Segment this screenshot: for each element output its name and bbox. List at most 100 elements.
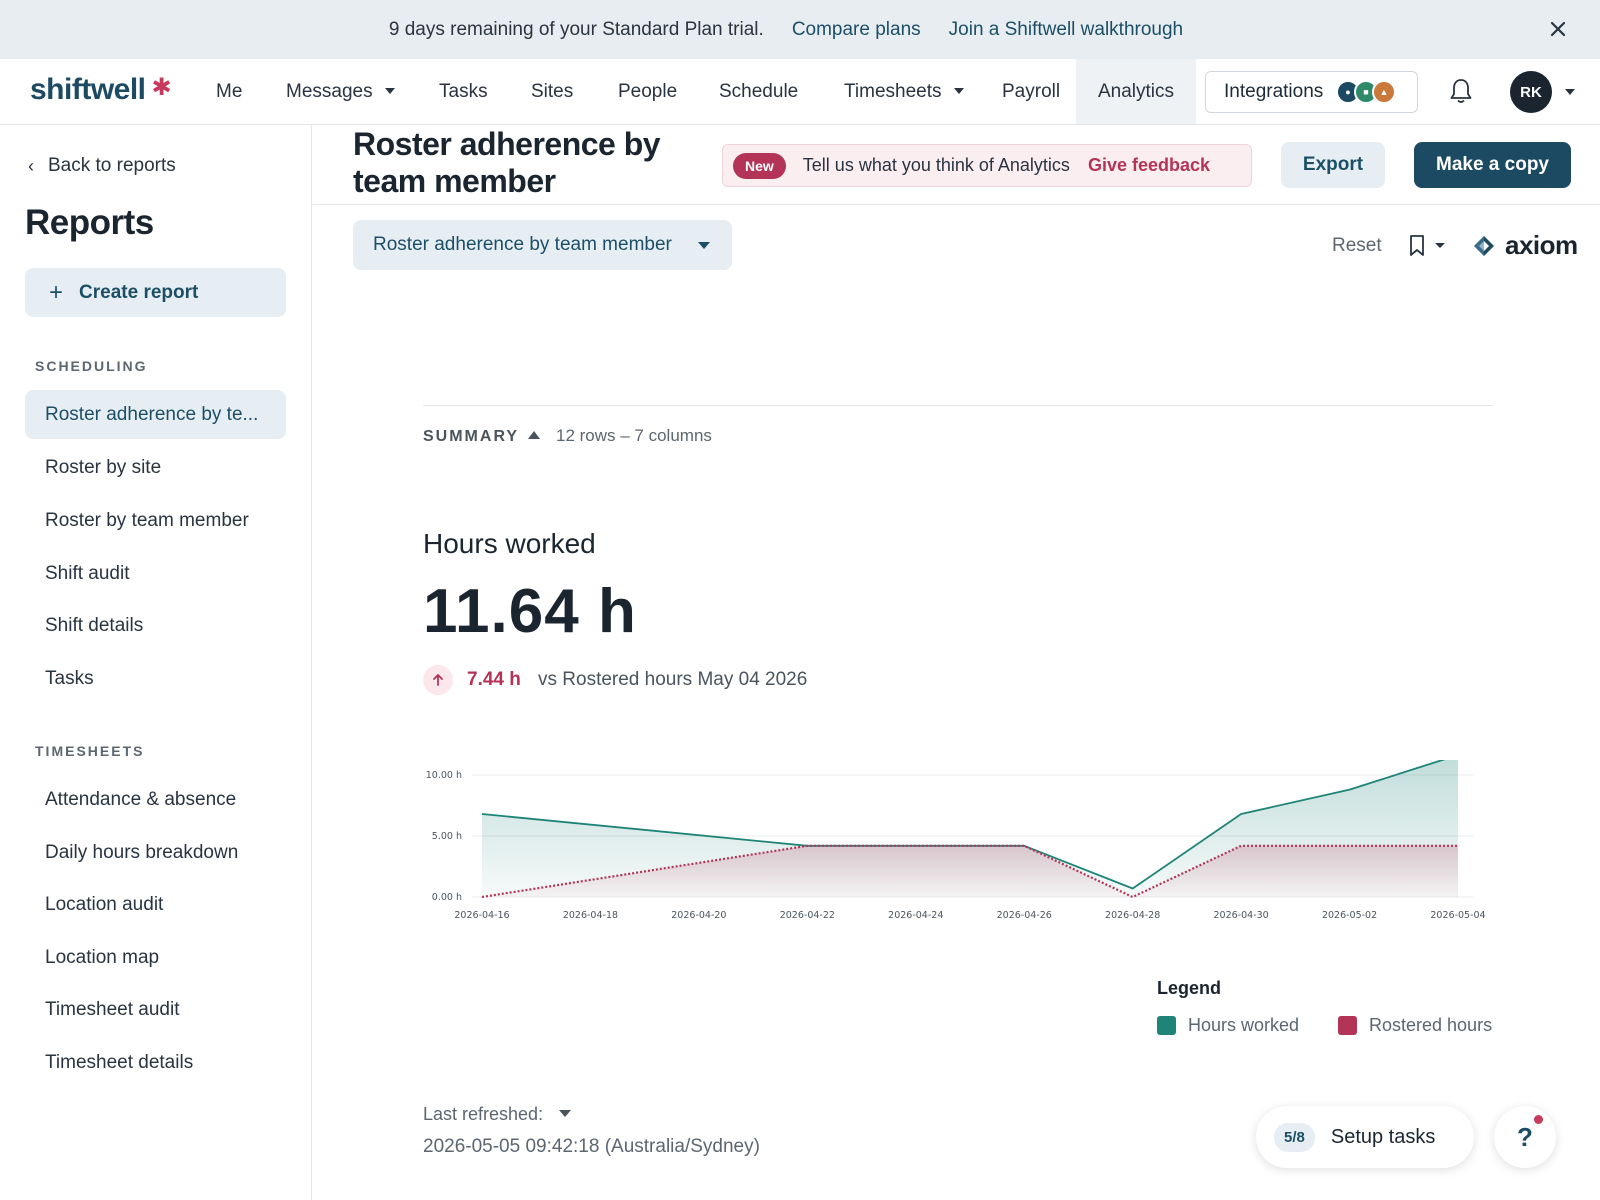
- legend-item-rostered-hours[interactable]: Rostered hours: [1338, 1015, 1492, 1036]
- legend-swatch: [1338, 1016, 1357, 1035]
- nav-timesheets-label: Timesheets: [844, 81, 942, 102]
- top-nav: shiftwell ✱ Me Messages Tasks Sites Peopl…: [0, 59, 1600, 125]
- sidebar-item-shift-audit[interactable]: Shift audit: [45, 563, 130, 584]
- bell-icon[interactable]: [1448, 77, 1474, 105]
- bookmark-icon[interactable]: [1408, 234, 1450, 258]
- sidebar-item-location-map[interactable]: Location map: [45, 947, 160, 968]
- reset-button[interactable]: Reset: [1332, 235, 1382, 256]
- y-tick-label: 0.00 h: [432, 892, 462, 903]
- metric-label: Hours worked: [423, 528, 596, 559]
- nav-timesheets[interactable]: Timesheets: [844, 59, 964, 124]
- x-tick-label: 2026-05-02: [1322, 910, 1377, 921]
- nav-messages[interactable]: Messages: [286, 59, 395, 124]
- nav-schedule[interactable]: Schedule: [719, 81, 799, 102]
- sidebar-item-tasks[interactable]: Tasks: [45, 668, 94, 689]
- y-tick-label: 5.00 h: [432, 831, 462, 842]
- integrations-button[interactable]: Integrations ● ■ ▲: [1205, 71, 1418, 113]
- chevron-down-icon: [698, 242, 710, 249]
- summary-toggle[interactable]: SUMMARY: [423, 428, 520, 445]
- axiom-logo-icon: [1474, 235, 1494, 256]
- close-icon[interactable]: [1546, 17, 1570, 41]
- nav-payroll[interactable]: Payroll: [1002, 81, 1061, 102]
- feedback-text: Tell us what you think of Analytics: [802, 155, 1070, 175]
- legend-label: Hours worked: [1188, 1015, 1300, 1035]
- nav-analytics[interactable]: Analytics: [1076, 59, 1197, 124]
- help-icon: ?: [1517, 1121, 1533, 1152]
- sidebar-title: Reports: [25, 203, 154, 242]
- create-report-button[interactable]: + Create report: [25, 268, 286, 317]
- setup-count-badge: 5/8: [1274, 1122, 1315, 1152]
- sidebar-item-timesheet-details[interactable]: Timesheet details: [45, 1052, 194, 1073]
- legend-title: Legend: [1157, 978, 1222, 998]
- notification-dot: [1534, 1115, 1543, 1124]
- nav-people[interactable]: People: [618, 81, 678, 102]
- compare-plans-link[interactable]: Compare plans: [791, 18, 921, 40]
- give-feedback-link[interactable]: Give feedback: [1087, 155, 1210, 175]
- sidebar: ‹ Back to reports Reports + Create report …: [0, 125, 312, 1200]
- chevron-down-icon: [953, 88, 964, 94]
- chevron-left-icon: ‹: [28, 155, 34, 176]
- avatar[interactable]: RK: [1510, 71, 1552, 113]
- sidebar-item-shift-details[interactable]: Shift details: [45, 615, 144, 636]
- legend-swatch: [1157, 1016, 1176, 1035]
- plus-icon: +: [49, 278, 64, 306]
- hours-chart: 0.00 h 5.00 h 10.00 h 2026-04-16 2026-04-18 2…: [426, 760, 1486, 921]
- legend-label: Rostered hours: [1369, 1015, 1493, 1035]
- chevron-up-icon[interactable]: [528, 431, 540, 439]
- nav-tasks[interactable]: Tasks: [439, 81, 488, 102]
- new-badge: New: [733, 152, 786, 179]
- sidebar-item-roster-by-site[interactable]: Roster by site: [45, 457, 162, 478]
- delta-value: 7.44 h: [467, 669, 521, 690]
- sidebar-item-roster-by-team-member[interactable]: Roster by team member: [45, 510, 249, 531]
- make-a-copy-button[interactable]: Make a copy: [1414, 142, 1571, 188]
- integration-icons: ● ■ ▲: [1336, 80, 1396, 104]
- y-tick-label: 10.00 h: [426, 770, 462, 781]
- chevron-down-icon[interactable]: [559, 1110, 571, 1117]
- sidebar-item-location-audit[interactable]: Location audit: [45, 894, 164, 915]
- x-tick-label: 2026-05-04: [1430, 910, 1485, 921]
- create-report-label: Create report: [79, 281, 199, 303]
- logo[interactable]: shiftwell ✱: [30, 73, 172, 107]
- help-button[interactable]: ?: [1494, 1106, 1556, 1168]
- chevron-down-icon[interactable]: [1565, 89, 1575, 95]
- integrations-label: Integrations: [1224, 81, 1324, 102]
- export-button[interactable]: Export: [1281, 142, 1385, 188]
- trial-message: 9 days remaining of your Standard Plan t…: [388, 18, 764, 40]
- x-tick-label: 2026-04-28: [1105, 910, 1160, 921]
- report-select-value: Roster adherence by team member: [373, 234, 672, 255]
- back-to-reports-link[interactable]: ‹ Back to reports: [28, 155, 176, 177]
- sidebar-item-attendance[interactable]: Attendance & absence: [45, 789, 237, 810]
- metric-value: 11.64 h: [423, 577, 637, 646]
- x-tick-label: 2026-04-16: [454, 910, 509, 921]
- back-label: Back to reports: [48, 155, 176, 176]
- last-refreshed-value: 2026-05-05 09:42:18 (Australia/Sydney): [423, 1136, 760, 1157]
- axiom-brand-text: axiom: [1505, 230, 1578, 260]
- x-tick-label: 2026-04-26: [997, 910, 1052, 921]
- summary-divider: [423, 405, 1493, 406]
- x-tick-label: 2026-04-22: [780, 910, 835, 921]
- legend-item-hours-worked[interactable]: Hours worked: [1157, 1015, 1299, 1036]
- nav-sites[interactable]: Sites: [531, 81, 574, 102]
- delta-comparison: vs Rostered hours May 04 2026: [538, 669, 808, 690]
- logo-text: shiftwell: [30, 73, 146, 106]
- report-select[interactable]: Roster adherence by team member: [353, 220, 732, 270]
- trial-banner: 9 days remaining of your Standard Plan t…: [0, 0, 1600, 59]
- sidebar-item-timesheet-audit[interactable]: Timesheet audit: [45, 999, 180, 1020]
- sidebar-item-roster-adherence[interactable]: Roster adherence by te...: [25, 390, 286, 439]
- nav-me[interactable]: Me: [216, 81, 243, 102]
- walkthrough-link[interactable]: Join a Shiftwell walkthrough: [948, 18, 1184, 40]
- setup-tasks-label: Setup tasks: [1330, 1125, 1436, 1148]
- last-refreshed-toggle[interactable]: Last refreshed:: [423, 1104, 544, 1124]
- summary-meta: 12 rows – 7 columns: [556, 426, 712, 445]
- integration-triangle-icon: ▲: [1372, 80, 1396, 104]
- x-tick-label: 2026-04-30: [1214, 910, 1269, 921]
- section-label-timesheets: TIMESHEETS: [35, 743, 145, 759]
- x-tick-label: 2026-04-18: [563, 910, 618, 921]
- sidebar-item-daily-hours[interactable]: Daily hours breakdown: [45, 842, 239, 863]
- section-label-scheduling: SCHEDULING: [35, 358, 148, 374]
- series-area: [482, 845, 1458, 897]
- x-tick-label: 2026-04-20: [671, 910, 726, 921]
- integration-square-icon: ■: [1354, 80, 1378, 104]
- x-tick-label: 2026-04-24: [888, 910, 943, 921]
- setup-tasks-button[interactable]: 5/8 Setup tasks: [1256, 1106, 1474, 1168]
